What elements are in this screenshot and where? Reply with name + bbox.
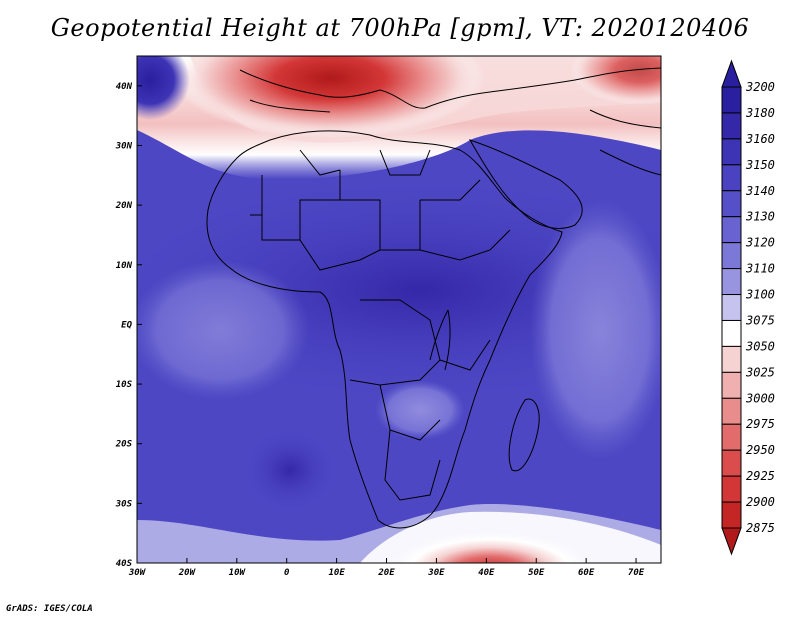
colorbar-label: 3140 [745, 184, 775, 198]
colorbar-label: 3050 [745, 339, 775, 353]
lon-label: 40E [478, 568, 495, 578]
colorbar-label: 2950 [746, 443, 775, 457]
colorbar-swatch [721, 294, 742, 321]
colorbar-bottom-arrow [721, 527, 742, 556]
lat-label: EQ [121, 320, 132, 330]
lon-label: 70E [628, 568, 645, 578]
lon-label: 50E [528, 568, 545, 578]
lon-label: 30E [427, 568, 445, 578]
lon-label: 30W [128, 568, 147, 578]
colorbar-swatch [721, 164, 742, 192]
lat-label: 20S [115, 440, 133, 450]
lon-label: 20W [178, 568, 197, 578]
colorbar-swatch [721, 190, 742, 218]
colorbar-swatch [721, 371, 742, 399]
lat-label: 40S [116, 559, 133, 569]
lat-label: 40N [116, 82, 133, 92]
colorbar-label: 3110 [745, 262, 775, 276]
map-frame [136, 55, 662, 564]
lat-label: 30S [115, 499, 133, 509]
lon-label: 20E [377, 568, 395, 578]
grads-credit: GrADS: IGES/COLA [6, 604, 93, 614]
colorbar-swatch [721, 345, 742, 373]
latitude-axis: 40N 30N 20N 10N EQ 10S 20S 30S 40S [115, 82, 142, 569]
coastlines [206, 67, 661, 529]
colorbar-label: 3180 [745, 106, 775, 120]
colorbar-label: 3150 [745, 158, 775, 172]
lon-label: 60E [578, 568, 595, 578]
colorbar-swatch [721, 501, 742, 529]
colorbar-swatch [721, 397, 742, 425]
colorbar-swatch [721, 319, 742, 347]
colorbar-swatch [721, 423, 742, 451]
colorbar-label: 2925 [746, 469, 775, 483]
colorbar-label: 3100 [745, 288, 775, 302]
colorbar-label: 3160 [745, 132, 775, 146]
colorbar-label: 2975 [746, 417, 775, 431]
colorbar-label: 3130 [745, 210, 775, 224]
colorbar-swatch [721, 475, 742, 503]
lon-label: 0 [284, 568, 290, 578]
colorbar-swatch [721, 449, 742, 477]
colorbar-swatch [721, 112, 742, 140]
colorbar-swatch [721, 268, 742, 296]
colorbar-label: 3025 [745, 365, 775, 379]
colorbar-top-arrow [721, 59, 742, 88]
colorbar: 3200 3180 3160 3150 3140 3130 3120 3110 3100 3075… [721, 59, 775, 556]
lat-label: 10S [116, 380, 133, 390]
colorbar-label: 3120 [745, 236, 775, 250]
contour-field [137, 56, 661, 563]
colorbar-swatch [721, 86, 742, 114]
colorbar-label: 3000 [745, 391, 775, 405]
colorbar-label: 2900 [746, 495, 775, 509]
colorbar-label: 2875 [746, 521, 775, 535]
lon-label: 10E [328, 568, 345, 578]
colorbar-label: 3200 [745, 80, 775, 94]
colorbar-label: 3075 [745, 313, 775, 327]
longitude-axis: 30W 20W 10W 0 10E 20E 30E 40E 50E 60E 70E [128, 558, 645, 578]
colorbar-swatch [721, 216, 742, 244]
colorbar-swatch [721, 242, 742, 270]
lon-label: 10W [229, 568, 247, 578]
colorbar-swatch [721, 138, 742, 166]
map-title: Geopotential Height at 700hPa [gpm], VT:… [50, 14, 750, 42]
lat-label: 20N [115, 201, 133, 211]
lat-label: 10N [116, 261, 133, 271]
lat-label: 30N [115, 141, 133, 151]
